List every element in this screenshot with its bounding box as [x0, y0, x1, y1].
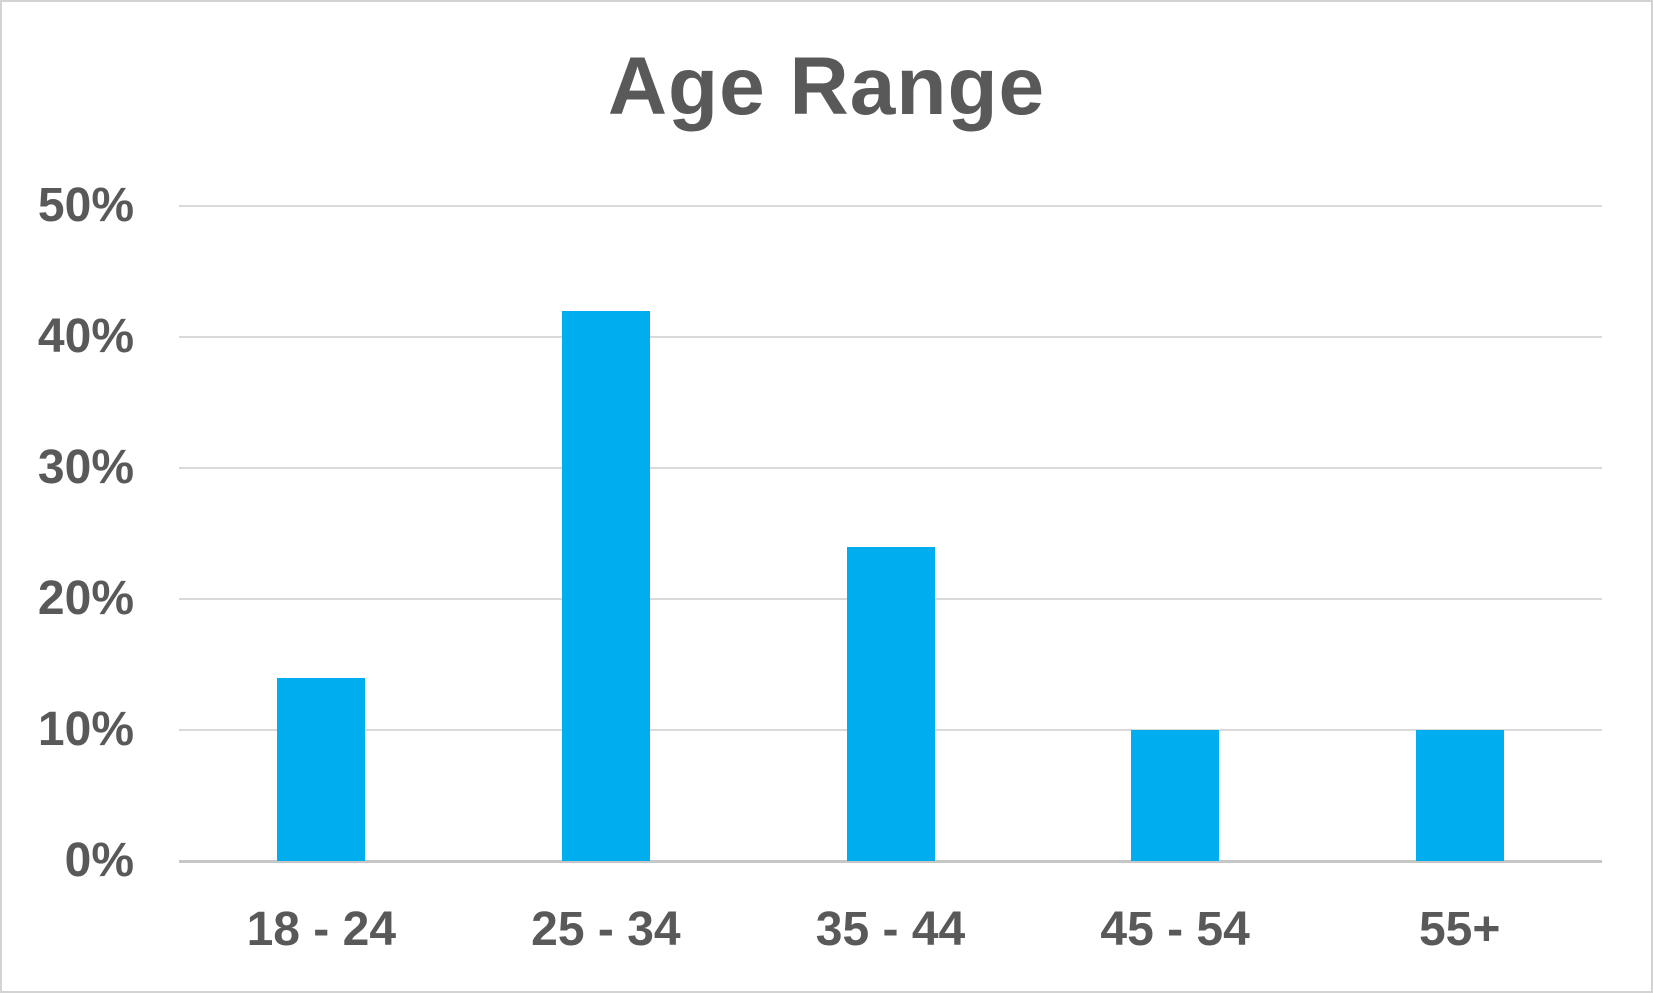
gridline-50pct: [179, 205, 1602, 207]
x-axis-label-55plus: 55+: [1418, 903, 1501, 956]
bar-45-54: [1131, 730, 1220, 861]
y-axis-label-50pct: 50%: [37, 179, 134, 232]
y-axis-label-30pct: 30%: [37, 441, 134, 494]
bar-35-44: [846, 546, 935, 861]
y-axis-label-10pct: 10%: [37, 703, 134, 756]
x-axis-baseline: [179, 860, 1602, 863]
y-axis-label-40pct: 40%: [37, 310, 134, 363]
x-axis-label-35-44: 35 - 44: [815, 903, 966, 956]
x-axis-label-18-24: 18 - 24: [246, 903, 397, 956]
chart-title: Age Range: [607, 41, 1046, 132]
y-axis-label-0pct: 0%: [64, 834, 134, 887]
bar-18-24: [277, 677, 366, 861]
bar-55plus: [1415, 730, 1504, 861]
gridline-40pct: [179, 336, 1602, 338]
bar-25-34: [561, 310, 650, 861]
x-axis-label-25-34: 25 - 34: [531, 903, 681, 956]
y-axis-label-20pct: 20%: [37, 572, 134, 625]
x-axis-label-45-54: 45 - 54: [1100, 903, 1250, 956]
gridline-30pct: [179, 467, 1602, 469]
